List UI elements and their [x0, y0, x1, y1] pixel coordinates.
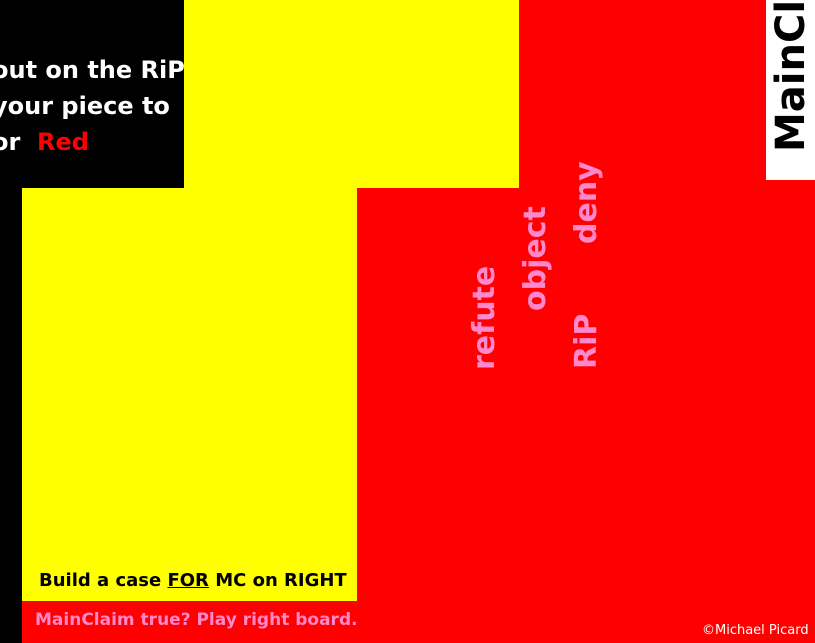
instruction-line-3: or Red — [0, 128, 89, 156]
instruction-line-1: out on the RiP — [0, 56, 185, 84]
build-case-prefix: Build a case — [39, 570, 168, 591]
move-rip: RiP — [569, 313, 604, 369]
red-region-top — [519, 0, 815, 192]
instruction-color-red: Red — [37, 128, 89, 156]
instruction-line-3-prefix: or — [0, 128, 21, 156]
move-object: object — [518, 206, 553, 311]
red-bottom-strip — [22, 601, 815, 643]
build-case-suffix: MC on RIGHT — [208, 570, 347, 591]
move-refute: refute — [467, 265, 502, 370]
build-case-for: FOR — [167, 570, 209, 591]
yellow-board — [22, 188, 357, 601]
main-claim-label: MainCla — [768, 0, 814, 152]
build-case-text: Build a case FOR MC on RIGHT — [39, 570, 347, 591]
move-deny: deny — [569, 161, 604, 244]
yellow-region-top — [184, 0, 519, 192]
red-board — [357, 188, 815, 601]
play-prompt: MainClaim true? Play right board. — [35, 610, 358, 630]
instruction-line-2: your piece to — [0, 92, 170, 120]
copyright: ©Michael Picard — [702, 623, 809, 638]
main-claim-box — [766, 0, 815, 180]
